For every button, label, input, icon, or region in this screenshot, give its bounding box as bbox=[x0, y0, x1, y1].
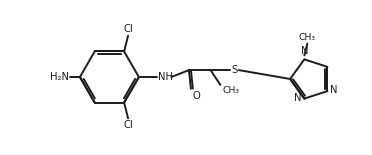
Text: Cl: Cl bbox=[123, 24, 133, 34]
Text: CH₃: CH₃ bbox=[222, 86, 239, 95]
Text: Cl: Cl bbox=[123, 120, 133, 130]
Text: H₂N: H₂N bbox=[50, 72, 69, 82]
Text: S: S bbox=[231, 65, 237, 75]
Text: O: O bbox=[193, 91, 201, 101]
Text: N: N bbox=[330, 85, 338, 95]
Text: NH: NH bbox=[157, 72, 173, 82]
Text: N: N bbox=[294, 93, 301, 103]
Text: N: N bbox=[301, 46, 308, 56]
Text: CH₃: CH₃ bbox=[299, 33, 316, 42]
